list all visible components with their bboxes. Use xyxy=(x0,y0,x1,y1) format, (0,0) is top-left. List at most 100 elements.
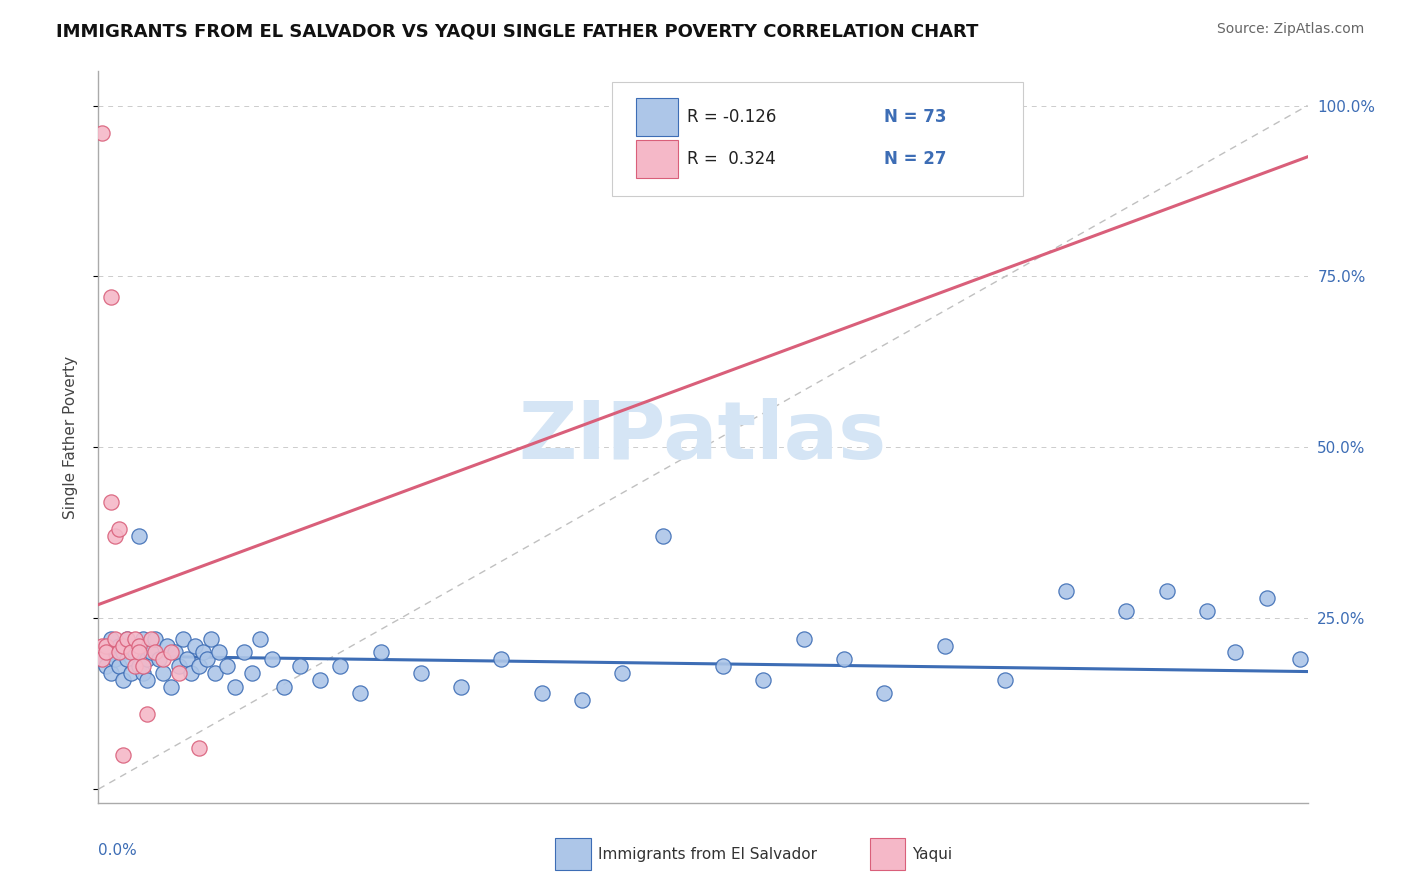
Point xyxy=(409,665,432,680)
Point xyxy=(1256,591,1278,605)
Point xyxy=(139,632,162,646)
Point xyxy=(1115,604,1137,618)
Point xyxy=(612,665,634,680)
Point xyxy=(934,639,956,653)
Point xyxy=(96,645,118,659)
Point xyxy=(152,652,174,666)
Point xyxy=(571,693,593,707)
Text: IMMIGRANTS FROM EL SALVADOR VS YAQUI SINGLE FATHER POVERTY CORRELATION CHART: IMMIGRANTS FROM EL SALVADOR VS YAQUI SIN… xyxy=(56,22,979,40)
Point xyxy=(124,659,146,673)
Point xyxy=(156,639,179,653)
Point xyxy=(91,652,114,666)
Text: R =  0.324: R = 0.324 xyxy=(688,150,776,168)
FancyBboxPatch shape xyxy=(637,98,678,136)
Point xyxy=(1223,645,1246,659)
Point xyxy=(217,659,239,673)
Point xyxy=(491,652,513,666)
Point xyxy=(103,645,125,659)
FancyBboxPatch shape xyxy=(613,82,1024,195)
Point xyxy=(115,652,138,666)
Point xyxy=(793,632,815,646)
Point xyxy=(111,639,134,653)
Point xyxy=(370,645,392,659)
Point xyxy=(128,529,150,543)
Point xyxy=(184,639,207,653)
Text: R = -0.126: R = -0.126 xyxy=(688,109,776,127)
Point xyxy=(132,632,155,646)
Point xyxy=(1054,583,1077,598)
Point xyxy=(260,652,283,666)
FancyBboxPatch shape xyxy=(637,140,678,178)
Text: Source: ZipAtlas.com: Source: ZipAtlas.com xyxy=(1216,22,1364,37)
Point xyxy=(167,665,190,680)
Point xyxy=(273,680,295,694)
Point xyxy=(711,659,734,673)
Point xyxy=(1156,583,1178,598)
Point xyxy=(200,632,222,646)
Text: ZIPatlas: ZIPatlas xyxy=(519,398,887,476)
Point xyxy=(152,665,174,680)
Point xyxy=(832,652,855,666)
Point xyxy=(143,632,166,646)
Point xyxy=(132,665,155,680)
Text: Immigrants from El Salvador: Immigrants from El Salvador xyxy=(598,847,817,862)
Point xyxy=(176,652,198,666)
Point xyxy=(128,659,150,673)
Point xyxy=(148,652,170,666)
Point xyxy=(91,126,114,140)
Point xyxy=(994,673,1017,687)
Point xyxy=(208,645,231,659)
Point xyxy=(180,665,202,680)
Point xyxy=(124,645,146,659)
Text: N = 73: N = 73 xyxy=(884,109,946,127)
Point xyxy=(100,632,122,646)
Point xyxy=(111,645,134,659)
Point xyxy=(124,632,146,646)
Point xyxy=(240,665,263,680)
Point xyxy=(115,632,138,646)
Point xyxy=(309,673,332,687)
Point xyxy=(132,659,155,673)
Point xyxy=(91,639,114,653)
Point xyxy=(193,645,215,659)
Text: N = 27: N = 27 xyxy=(884,150,946,168)
Text: Yaqui: Yaqui xyxy=(912,847,952,862)
Point xyxy=(96,639,118,653)
Point xyxy=(530,686,553,700)
Point xyxy=(135,706,157,721)
Point xyxy=(111,673,134,687)
Point xyxy=(107,659,129,673)
Point xyxy=(249,632,271,646)
Point xyxy=(107,639,129,653)
Point xyxy=(139,645,162,659)
Point xyxy=(873,686,896,700)
Point xyxy=(120,645,142,659)
Point xyxy=(135,673,157,687)
Point xyxy=(1195,604,1218,618)
Point xyxy=(111,747,134,762)
Point xyxy=(128,639,150,653)
Point xyxy=(107,522,129,536)
Point xyxy=(128,645,150,659)
Point xyxy=(752,673,775,687)
Point xyxy=(143,645,166,659)
Point xyxy=(349,686,371,700)
Point xyxy=(204,665,226,680)
Point xyxy=(163,645,186,659)
Point xyxy=(103,632,125,646)
Point xyxy=(96,639,118,653)
Point xyxy=(160,680,183,694)
Text: 0.0%: 0.0% xyxy=(98,843,138,858)
Point xyxy=(107,645,129,659)
Point xyxy=(91,652,114,666)
Point xyxy=(96,659,118,673)
Point xyxy=(195,652,218,666)
Point xyxy=(288,659,311,673)
Point xyxy=(135,652,157,666)
Point xyxy=(100,665,122,680)
FancyBboxPatch shape xyxy=(555,838,591,870)
Point xyxy=(120,665,142,680)
Point xyxy=(172,632,194,646)
Point xyxy=(103,652,125,666)
Point xyxy=(103,529,125,543)
